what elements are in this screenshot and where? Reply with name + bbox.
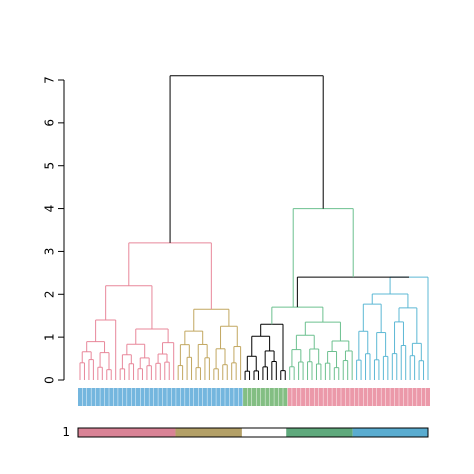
color-bar-segment-4 xyxy=(286,428,353,437)
leaf-label-mark-3 xyxy=(256,388,261,406)
leaf-label-mark-1 xyxy=(86,388,91,406)
leaf-label-mark-1 xyxy=(162,388,167,406)
leaf-labels xyxy=(78,388,430,406)
leaf-label-mark-2 xyxy=(202,388,207,406)
leaf-label-mark-1 xyxy=(104,388,109,406)
y-tick-label: 3 xyxy=(43,248,57,256)
y-tick-label: 2 xyxy=(43,290,57,298)
leaf-label-mark-2 xyxy=(216,388,221,406)
leaf-label-mark-3 xyxy=(265,388,270,406)
dendrogram-branches xyxy=(79,75,429,380)
leaf-label-mark-2 xyxy=(225,388,230,406)
leaf-label-mark-5 xyxy=(376,388,381,406)
color-bar-segment-5 xyxy=(352,428,428,437)
leaf-label-mark-4 xyxy=(341,388,346,406)
leaf-label-mark-1 xyxy=(82,388,87,406)
leaf-label-mark-4 xyxy=(323,388,328,406)
leaf-label-mark-2 xyxy=(176,388,181,406)
leaf-label-mark-4 xyxy=(292,388,297,406)
leaf-label-mark-1 xyxy=(149,388,154,406)
y-tick-label: 1 xyxy=(43,333,57,341)
leaf-label-mark-4 xyxy=(336,388,341,406)
color-bar-segment-2 xyxy=(175,428,242,437)
leaf-label-mark-5 xyxy=(359,388,364,406)
leaf-label-mark-5 xyxy=(390,388,395,406)
leaf-label-mark-2 xyxy=(238,388,243,406)
leaf-label-mark-4 xyxy=(345,388,350,406)
color-bar-label: 1 xyxy=(62,425,70,439)
y-axis: 0 1 2 3 4 5 6 7 xyxy=(43,76,65,384)
color-bar-segment-1 xyxy=(78,428,176,437)
y-tick-label: 4 xyxy=(43,205,57,213)
leaf-label-mark-5 xyxy=(421,388,426,406)
leaf-label-mark-5 xyxy=(381,388,386,406)
color-bar-segment-3 xyxy=(241,428,287,437)
leaf-label-mark-2 xyxy=(211,388,216,406)
leaf-label-mark-1 xyxy=(158,388,163,406)
leaf-label-mark-3 xyxy=(274,388,279,406)
leaf-label-mark-1 xyxy=(95,388,100,406)
leaf-label-mark-5 xyxy=(354,388,359,406)
leaf-label-mark-4 xyxy=(301,388,306,406)
leaf-label-mark-1 xyxy=(78,388,82,406)
leaf-label-mark-1 xyxy=(136,388,140,406)
leaf-label-mark-5 xyxy=(408,388,413,406)
leaf-label-mark-2 xyxy=(207,388,212,406)
cluster-color-bar: 1 xyxy=(62,425,429,439)
leaf-label-mark-4 xyxy=(310,388,314,406)
leaf-label-mark-5 xyxy=(368,388,372,406)
leaf-label-mark-3 xyxy=(260,388,265,406)
leaf-label-mark-1 xyxy=(131,388,136,406)
leaf-label-mark-5 xyxy=(372,388,377,406)
leaf-label-mark-5 xyxy=(399,388,404,406)
leaf-label-mark-1 xyxy=(167,388,172,406)
leaf-label-mark-1 xyxy=(122,388,127,406)
leaf-label-mark-2 xyxy=(220,388,225,406)
leaf-label-mark-1 xyxy=(144,388,149,406)
leaf-label-mark-3 xyxy=(283,388,288,406)
leaf-label-mark-4 xyxy=(296,388,301,406)
leaf-label-mark-2 xyxy=(185,388,190,406)
leaf-label-mark-3 xyxy=(252,388,256,406)
leaf-label-mark-1 xyxy=(127,388,132,406)
leaf-label-mark-1 xyxy=(91,388,96,406)
leaf-label-mark-4 xyxy=(318,388,323,406)
leaf-label-mark-5 xyxy=(412,388,417,406)
leaf-label-mark-1 xyxy=(140,388,145,406)
leaf-label-mark-1 xyxy=(118,388,123,406)
leaf-label-mark-1 xyxy=(153,388,158,406)
leaf-label-mark-3 xyxy=(243,388,248,406)
leaf-label-mark-5 xyxy=(403,388,408,406)
leaf-label-mark-2 xyxy=(180,388,185,406)
leaf-label-mark-2 xyxy=(194,388,198,406)
leaf-label-mark-5 xyxy=(417,388,422,406)
y-tick-label: 6 xyxy=(43,119,57,127)
leaf-label-mark-3 xyxy=(269,388,274,406)
leaf-label-mark-4 xyxy=(305,388,310,406)
y-tick-label: 0 xyxy=(43,376,57,384)
leaf-label-mark-4 xyxy=(327,388,332,406)
leaf-label-mark-5 xyxy=(394,388,399,406)
leaf-label-mark-3 xyxy=(278,388,283,406)
leaf-label-mark-2 xyxy=(234,388,239,406)
leaf-label-mark-2 xyxy=(189,388,194,406)
leaf-label-mark-1 xyxy=(100,388,105,406)
leaf-label-mark-5 xyxy=(426,388,430,406)
leaf-label-mark-3 xyxy=(247,388,252,406)
color-bar-border xyxy=(77,427,429,438)
y-tick-label: 7 xyxy=(43,76,57,84)
leaf-label-mark-2 xyxy=(198,388,203,406)
leaf-label-mark-1 xyxy=(113,388,118,406)
leaf-label-mark-1 xyxy=(109,388,114,406)
leaf-label-mark-4 xyxy=(314,388,319,406)
leaf-label-mark-4 xyxy=(287,388,292,406)
leaf-label-mark-5 xyxy=(385,388,390,406)
leaf-label-mark-1 xyxy=(171,388,176,406)
leaf-label-mark-4 xyxy=(350,388,355,406)
leaf-label-mark-4 xyxy=(332,388,337,406)
y-tick-label: 5 xyxy=(43,162,57,170)
leaf-label-mark-5 xyxy=(363,388,368,406)
leaf-label-mark-2 xyxy=(229,388,234,406)
